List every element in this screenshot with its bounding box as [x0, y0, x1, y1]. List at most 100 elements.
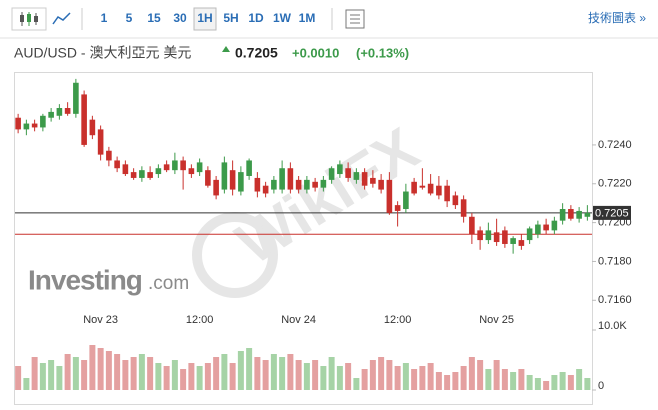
volume-bar	[427, 363, 434, 390]
candle-body	[320, 179, 327, 188]
candle-body	[147, 172, 153, 178]
volume-bar	[15, 366, 22, 390]
volume-bar	[295, 360, 302, 390]
interval-button[interactable]: 15	[147, 11, 161, 25]
candle-body	[460, 199, 467, 217]
candle-body	[403, 191, 409, 210]
volume-bar	[510, 372, 517, 390]
y-tick-label: 0.7240	[598, 139, 632, 151]
volume-bar	[229, 363, 236, 390]
volume-bar	[493, 360, 500, 390]
volume-bar	[213, 357, 220, 390]
candle-body	[89, 119, 96, 136]
volume-bar	[345, 363, 352, 390]
candle-body	[568, 209, 574, 219]
candle-body	[81, 94, 87, 145]
volume-bar	[262, 360, 269, 390]
candle-body	[419, 185, 426, 188]
volume-bar	[270, 354, 277, 390]
volume-bar	[386, 360, 393, 390]
volume-bar	[97, 348, 104, 390]
last-price-label: 0.7205	[595, 207, 629, 219]
volume-bar	[320, 366, 327, 390]
candle-body	[477, 230, 483, 241]
last-price-box	[593, 205, 631, 220]
candle-body	[370, 177, 376, 184]
candle-body	[254, 177, 261, 192]
volume-bar	[23, 378, 30, 390]
volume-bar	[303, 363, 310, 390]
volume-bar	[105, 351, 112, 390]
candle-body	[213, 179, 219, 196]
candle-body	[526, 228, 533, 241]
volume-bar	[402, 363, 409, 390]
volume-bar	[81, 360, 88, 390]
candle-body	[444, 185, 450, 202]
volume-bar	[72, 357, 79, 390]
candle-body	[411, 181, 417, 194]
volume-bar	[369, 360, 376, 390]
y-tick-label: 0.7160	[598, 294, 632, 306]
interval-button[interactable]: 1H	[197, 11, 212, 25]
volume-bar	[567, 375, 574, 390]
candle-body	[452, 195, 459, 206]
candle-body	[23, 123, 30, 130]
candle-body	[551, 220, 558, 231]
candle-body	[510, 238, 516, 244]
volume-bar	[138, 354, 145, 390]
icon-body	[34, 16, 38, 22]
chart-type-candle[interactable]	[11, 7, 47, 31]
brand-domain: .com	[148, 273, 189, 294]
candle-body	[229, 170, 236, 190]
candle-body	[106, 150, 112, 161]
volume-bar	[39, 363, 46, 390]
candle-body	[345, 168, 351, 178]
volume-bar	[180, 369, 187, 390]
x-tick-label: Nov 24	[281, 314, 316, 326]
overlay-logo	[192, 212, 278, 298]
x-tick-label: 12:00	[186, 314, 214, 326]
volume-bar	[559, 372, 566, 390]
interval-button[interactable]: 1D	[248, 11, 264, 25]
volume-bar	[361, 369, 368, 390]
candle-body	[196, 162, 203, 173]
volume-bar	[336, 366, 343, 390]
symbol: AUD/USD - 澳大利亞元 美元	[14, 45, 191, 61]
change-pct: (+0.13%)	[356, 45, 409, 60]
volume-bar	[468, 357, 475, 390]
volume-bar	[584, 378, 591, 390]
chart-type-line[interactable]	[52, 12, 71, 25]
candle-body	[535, 224, 541, 235]
interval-button[interactable]: 1	[101, 11, 108, 25]
volume-bar	[526, 375, 533, 390]
price: 0.7205	[235, 45, 278, 61]
volume-bar	[56, 366, 63, 390]
technical-chart-link[interactable]: 技術圖表 »	[588, 11, 646, 25]
candle-body	[139, 170, 145, 178]
interval-button[interactable]: 5	[126, 11, 133, 25]
volume-bar	[452, 372, 459, 390]
volume-bar	[188, 363, 195, 390]
candle-body	[502, 230, 508, 244]
interval-button[interactable]: 30	[173, 11, 187, 25]
interval-button[interactable]: 1W	[273, 11, 292, 25]
candle-body	[180, 160, 186, 171]
candle-body	[386, 179, 393, 213]
volume-bar	[122, 360, 129, 390]
candle-body	[172, 160, 178, 171]
volume-bar	[130, 357, 137, 390]
volume-bar	[353, 378, 360, 390]
settings-icon[interactable]	[345, 9, 365, 29]
candle-body	[48, 111, 54, 118]
volume-bar	[435, 372, 442, 390]
interval-button[interactable]: 1M	[299, 11, 316, 25]
volume-bar	[551, 375, 558, 390]
icon-body	[20, 15, 24, 22]
interval-button[interactable]: 5H	[223, 11, 238, 25]
volume-bar	[287, 354, 294, 390]
x-tick-label: Nov 25	[479, 314, 514, 326]
volume-tick-label: 0	[598, 380, 604, 392]
candle-body	[238, 172, 244, 192]
candle-body	[64, 108, 71, 114]
volume-bar	[246, 348, 253, 390]
